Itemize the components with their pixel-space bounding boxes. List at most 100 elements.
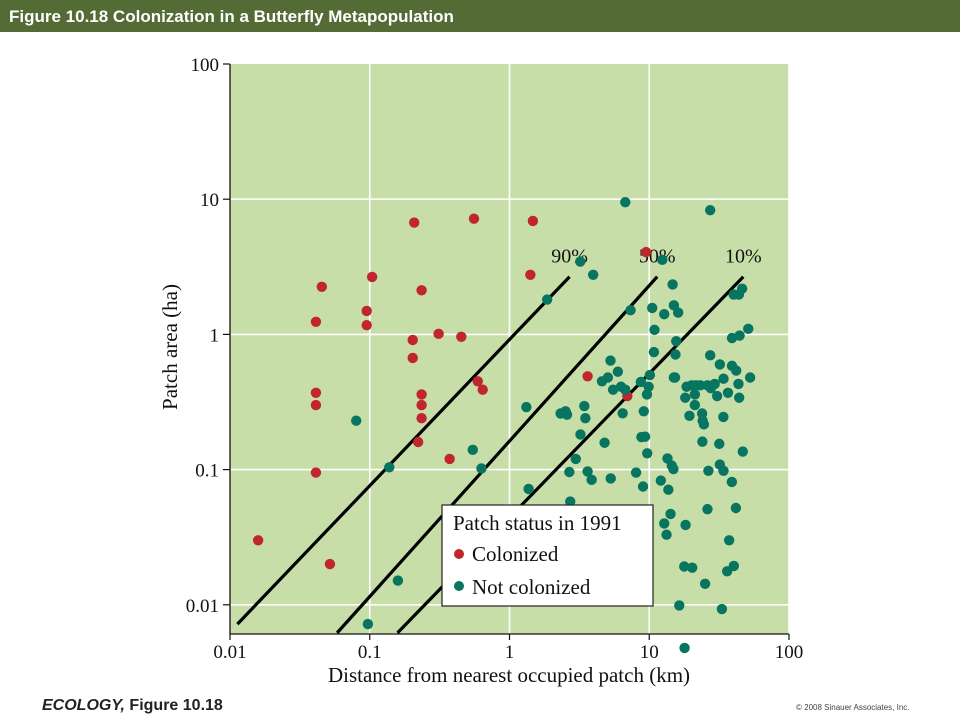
not-colonized-point [362,618,374,630]
not-colonized-point [730,502,742,514]
not-colonized-point [709,378,720,390]
not-colonized-point [705,204,716,216]
y-tick-label: 0.1 [195,461,219,482]
legend-not-colonized-marker [454,581,464,591]
not-colonized-point [657,254,668,266]
legend-colonized-label: Colonized [472,542,559,566]
not-colonized-point [637,481,649,492]
not-colonized-point [698,419,710,430]
colonized-point [407,352,418,364]
x-tick-label: 100 [775,642,804,663]
legend-colonized-marker [454,549,464,559]
not-colonized-point [728,560,740,572]
not-colonized-point [699,578,711,589]
not-colonized-point [734,330,745,341]
colonized-point [361,319,372,331]
not-colonized-point [599,437,610,448]
not-colonized-point [726,476,738,488]
not-colonized-point [672,307,684,318]
not-colonized-point [384,462,395,473]
not-colonized-point [716,603,728,615]
not-colonized-point [617,408,628,419]
not-colonized-point [736,283,748,294]
axes: 0.01 0.1 1 10 100 0.01 0.1 1 10 100 [186,55,804,663]
not-colonized-point [668,463,679,475]
probability-line [335,275,659,634]
x-tick-label: 0.1 [358,642,382,663]
not-colonized-point [689,399,701,411]
colonized-point [416,285,427,296]
not-colonized-point [718,373,729,384]
not-colonized-point [665,508,676,520]
colonized-point [310,399,322,411]
page-title: Figure 10.18 Colonization in a Butterfly… [9,7,454,26]
not-colonized-point [647,302,658,314]
not-colonized-point [607,384,619,395]
colonized-point [324,558,336,570]
not-colonized-point [661,529,672,540]
not-colonized-point [560,406,571,417]
probability-line [236,275,571,626]
not-colonized-point [679,561,690,572]
not-colonized-point [392,575,404,586]
colonized-point [416,412,427,424]
not-colonized-point [648,346,660,358]
colonized-point [408,217,420,228]
colonized-point [525,269,536,280]
colonized-point [361,305,372,317]
x-tick-label: 0.01 [213,642,246,663]
not-colonized-point [697,436,708,447]
not-colonized-point [575,429,586,440]
not-colonized-point [639,431,651,442]
colonized-point [582,371,593,382]
colonized-point [366,271,378,283]
not-colonized-point [689,389,701,400]
legend: Patch status in 1991 Colonized Not colon… [441,504,654,607]
colonized-point [444,453,455,465]
colonized-point [416,389,427,400]
not-colonized-point [669,372,681,383]
not-colonized-point [679,642,690,654]
colonized-point [316,281,328,292]
not-colonized-point [744,372,756,383]
not-colonized-point [643,381,654,392]
not-colonized-point [671,336,682,347]
not-colonized-point [476,463,487,474]
colonized-point [412,436,424,448]
footer-book-caption: ECOLOGY, Figure 10.18 [42,697,223,715]
not-colonized-point [541,294,553,305]
not-colonized-point [733,392,745,403]
not-colonized-point [467,444,478,456]
not-colonized-point [695,380,706,391]
not-colonized-point [605,473,616,484]
not-colonized-point [625,305,636,316]
colonized-point [456,331,467,342]
legend-title: Patch status in 1991 [453,511,622,535]
colonized-point [527,215,539,227]
not-colonized-point [722,387,734,398]
not-colonized-point [714,359,726,370]
not-colonized-point [521,401,532,413]
not-colonized-point [638,406,649,417]
y-tick-label: 100 [191,55,220,76]
not-colonized-point [649,324,660,336]
not-colonized-point [642,448,653,459]
not-colonized-point [659,518,670,529]
colonized-point [310,387,322,398]
not-colonized-point [703,465,714,476]
not-colonized-point [733,378,744,390]
not-colonized-point [680,392,691,403]
not-colonized-point [523,483,534,495]
not-colonized-point [570,453,581,465]
footer-copyright: © 2008 Sinauer Associates, Inc. [796,703,910,712]
data-points [252,197,756,654]
not-colonized-point [743,323,754,335]
not-colonized-point [737,446,748,457]
x-axis-label: Distance from nearest occupied patch (km… [328,663,690,687]
not-colonized-point [663,484,674,495]
colonized-point [310,467,322,478]
not-colonized-point [687,562,698,573]
not-colonized-point [705,350,716,361]
not-colonized-point [670,349,681,360]
y-tick-label: 0.01 [186,596,219,617]
